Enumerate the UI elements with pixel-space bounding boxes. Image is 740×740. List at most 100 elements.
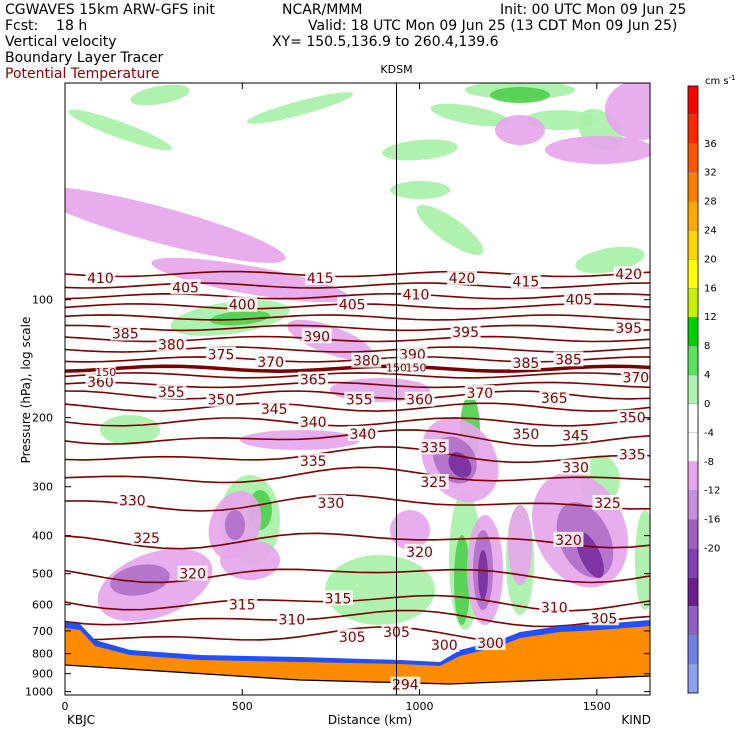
y-axis-label: Pressure (hPa), log scale	[19, 317, 33, 464]
plot-frame	[64, 82, 651, 696]
terrain-line	[65, 664, 650, 685]
isentrope-label-bg	[110, 325, 141, 341]
isentrope-label: 385	[555, 352, 582, 368]
isentrope-line	[65, 446, 650, 464]
isentrope-label: 375	[208, 348, 235, 364]
colorbar-label: -12	[704, 486, 720, 497]
isentrope-label-bg	[404, 543, 435, 559]
x-tick-label: 0	[62, 700, 69, 713]
isentrope-label-bg	[117, 492, 148, 508]
y-tick-label: 200	[32, 412, 53, 425]
isentrope-label-bg	[617, 446, 648, 462]
isentrope-label-bg	[475, 635, 506, 651]
isentrope-label: 365	[300, 373, 327, 389]
isentrope-line	[65, 532, 650, 550]
colorbar-swatch	[687, 635, 699, 665]
isentrope-label-bg	[95, 362, 116, 378]
right-station-label: KIND	[621, 713, 651, 727]
y-tick-label: 600	[32, 599, 53, 612]
isentrope-label: 395	[452, 325, 479, 341]
isentrope-label-bg	[347, 425, 378, 441]
isentrope-label: 395	[615, 321, 642, 337]
isentrope-line	[65, 417, 650, 427]
field-label-potential-temperature: Potential Temperature	[5, 66, 160, 82]
y-tick-label: 300	[32, 481, 53, 494]
isentrope-label-bg	[560, 459, 591, 475]
isentrope-line	[65, 493, 650, 512]
isentrope-line	[65, 324, 650, 332]
isentrope-label-bg	[620, 369, 651, 385]
colorbar-label: -16	[704, 515, 720, 526]
velocity-patch	[65, 187, 286, 263]
velocity-patch	[605, 83, 650, 140]
isentrope-label-bg	[156, 383, 187, 399]
colorbar-label: 32	[704, 168, 717, 179]
x-tick-label: 1500	[583, 700, 611, 713]
y-tick-label: 900	[32, 668, 53, 681]
colorbar-label: -8	[704, 457, 714, 468]
isentrope-label: 340	[349, 427, 376, 443]
isentrope-label-bg	[406, 358, 426, 374]
isentrope-label: 350	[619, 411, 646, 427]
y-tick-label: 400	[32, 530, 53, 543]
isentrope-label-bg	[510, 354, 541, 370]
colorbar-swatch	[687, 230, 699, 260]
isentrope-label-bg	[539, 599, 570, 615]
terrain-ground	[65, 665, 650, 695]
isentrope-label-bg	[464, 384, 495, 400]
isentrope-label: 345	[562, 428, 589, 444]
isentrope-label-bg	[351, 352, 382, 368]
velocity-patch	[246, 92, 354, 124]
y-tick-label: 800	[32, 648, 53, 661]
colorbar-swatch	[687, 519, 699, 549]
isentrope-label: 305	[339, 630, 366, 646]
colorbar-label: 36	[704, 139, 717, 150]
velocity-patch	[635, 510, 650, 610]
colorbar-label: 12	[704, 312, 717, 323]
colorbar-swatch	[687, 259, 699, 289]
velocity-patch	[545, 136, 650, 164]
isentrope-label: 400	[229, 298, 256, 314]
velocity-patch	[68, 109, 172, 151]
isentrope-line	[65, 292, 650, 300]
isentrope-label: 420	[449, 271, 476, 287]
isentrope-label: 150	[95, 366, 116, 379]
left-station-label: KBJC	[67, 713, 95, 727]
colorbar-label: 4	[704, 370, 710, 381]
colorbar-swatch	[687, 432, 699, 462]
isentrope-label-bg	[255, 353, 286, 369]
isentrope-label-bg	[259, 400, 290, 416]
colorbar-label: -20	[704, 543, 720, 554]
isentrope-label-bg	[553, 351, 584, 367]
isentrope-label-bg	[337, 296, 368, 312]
y-tick-label: 700	[32, 625, 53, 638]
velocity-patch	[210, 310, 270, 326]
colorbar-label: 24	[704, 226, 717, 237]
colorbar: 36 32 28 24 20 16 12 8 4 0 -4 -8 -12 -16 -20	[687, 85, 720, 694]
isentrope-label-bg	[539, 389, 570, 405]
isentrope-labels: 410 405 415 420 415 420 400 410 405 405 385 380 375 3…	[85, 266, 651, 694]
colorbar-label: 0	[704, 399, 710, 410]
isentrope-label-bg	[510, 273, 541, 289]
x-tick-label: 1000	[406, 700, 434, 713]
velocity-patch	[225, 510, 245, 540]
isentrope-label-bg	[227, 296, 258, 312]
isentrope-label-bg	[301, 328, 332, 344]
y-tick-label: 500	[32, 568, 53, 581]
isentrope-label-bg	[298, 413, 329, 429]
isentrope-label: 360	[87, 375, 114, 391]
isentrope-label: 330	[318, 496, 345, 512]
isentrope-label-bg	[401, 286, 431, 302]
colorbar-swatch	[687, 548, 699, 578]
isentrope-label: 325	[420, 475, 447, 491]
isentrope-label: 355	[346, 393, 373, 409]
isentrope-label: 410	[87, 271, 114, 287]
isentrope-label: 335	[619, 447, 646, 463]
isentrope-label-bg	[206, 346, 236, 362]
colorbar-label: 20	[704, 254, 717, 265]
isentrope-label-bg	[450, 324, 481, 340]
colorbar-label: -4	[704, 428, 714, 439]
velocity-patch	[478, 550, 488, 600]
isentrope-label-bg	[276, 611, 307, 627]
field-label-boundary-layer: Boundary Layer Tracer	[5, 50, 164, 66]
